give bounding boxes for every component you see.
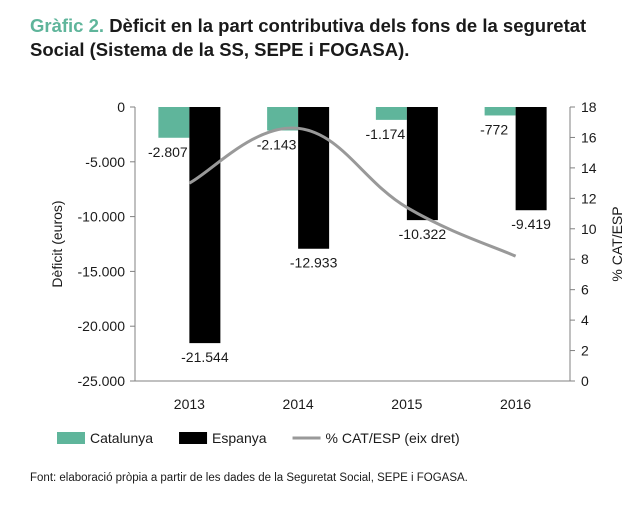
y-tick-label-right: 18 <box>581 99 597 115</box>
y-tick-label-left: -5.000 <box>85 154 125 170</box>
data-label-espanya-2014: -12.933 <box>290 255 338 271</box>
bar-espanya-2013 <box>189 107 221 344</box>
y-tick-label-right: 16 <box>581 129 597 145</box>
legend-label: % CAT/ESP (eix dret) <box>326 430 460 446</box>
y-tick-label-left: -20.000 <box>78 318 126 334</box>
y-tick-label-left: 0 <box>117 99 125 115</box>
data-label-catalunya-2013: -2.807 <box>148 144 188 160</box>
chart-title-text: Dèficit en la part contributiva dels fon… <box>30 15 587 60</box>
bar-catalunya-2016 <box>484 107 516 116</box>
x-tick-label-2015: 2015 <box>391 396 422 412</box>
legend-swatch-espanya <box>179 432 208 444</box>
line-series-cat-esp <box>188 126 517 258</box>
x-tick-label-2013: 2013 <box>174 396 205 412</box>
y-tick-label-right: 2 <box>581 343 589 359</box>
chart-title: Gràfic 2. Dèficit en la part contributiv… <box>30 14 620 62</box>
bar-espanya-2015 <box>406 107 438 221</box>
y-tick-label-left: -15.000 <box>78 263 126 279</box>
y-tick-label-right: 8 <box>581 251 589 267</box>
y-tick-label-right: 0 <box>581 373 589 389</box>
x-tick-label-2016: 2016 <box>500 396 531 412</box>
x-tick-label-2014: 2014 <box>283 396 314 412</box>
data-label-catalunya-2015: -1.174 <box>366 126 406 142</box>
y-tick-label-right: 12 <box>581 190 597 206</box>
data-label-espanya-2016: -9.419 <box>511 216 551 232</box>
data-label-espanya-2015: -10.322 <box>399 226 447 242</box>
legend-label: Catalunya <box>90 430 153 446</box>
y-axis-title-left: Dèficit (euros) <box>49 200 65 287</box>
chart-number: Gràfic 2. <box>30 15 105 36</box>
data-label-espanya-2013: -21.544 <box>181 349 229 365</box>
legend-swatch-catalunya <box>57 432 85 444</box>
legend-label: Espanya <box>212 430 267 446</box>
y-tick-label-right: 10 <box>581 221 597 237</box>
bar-espanya-2016 <box>515 107 547 211</box>
y-tick-label-right: 6 <box>581 282 589 298</box>
bar-catalunya-2014 <box>267 107 299 131</box>
y-tick-label-right: 14 <box>581 160 597 176</box>
data-label-catalunya-2014: -2.143 <box>257 136 297 152</box>
bar-catalunya-2015 <box>375 107 407 120</box>
y-axis-title-right: % CAT/ESP <box>609 206 625 281</box>
bar-catalunya-2013 <box>158 107 190 138</box>
y-tick-label-left: -25.000 <box>78 373 126 389</box>
data-label-catalunya-2016: -772 <box>480 121 508 137</box>
y-tick-label-left: -10.000 <box>78 209 126 225</box>
source-note: Font: elaboració pròpia a partir de les … <box>30 472 468 484</box>
y-tick-label-right: 4 <box>581 312 589 328</box>
